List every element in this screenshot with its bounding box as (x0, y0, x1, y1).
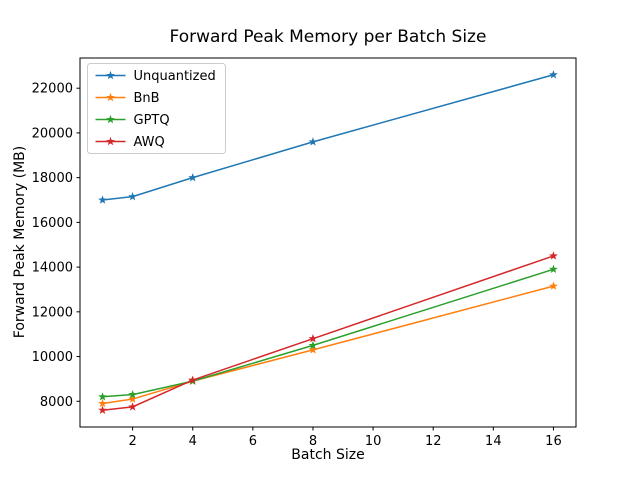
y-tick-label: 14000 (32, 261, 73, 276)
data-point-marker (308, 345, 318, 354)
y-tick-label: 8000 (40, 395, 73, 410)
data-point-marker (188, 375, 198, 384)
data-point-marker (128, 192, 137, 201)
series-Unquantized (98, 70, 558, 204)
data-point-marker (188, 173, 198, 182)
data-point-marker (308, 334, 318, 343)
legend-marker (106, 114, 115, 124)
data-point-marker (98, 195, 107, 204)
axes (79, 57, 577, 428)
legend: Unquantized BnB GPTQ AWQ (87, 63, 226, 154)
data-point-marker (549, 264, 558, 274)
data-point-marker (128, 402, 137, 411)
x-tick-label: 8 (309, 434, 317, 449)
x-tick-label: 16 (545, 434, 562, 449)
y-tick-label: 18000 (32, 171, 73, 186)
x-tick-label: 14 (485, 434, 502, 449)
y-tick-label: 22000 (32, 82, 73, 97)
legend-label: Unquantized (134, 69, 216, 84)
data-point-marker (98, 398, 107, 408)
y-tick-label: 10000 (32, 350, 73, 365)
data-point-marker (549, 70, 558, 79)
chart-title: Forward Peak Memory per Batch Size (169, 27, 487, 47)
legend-marker (106, 70, 115, 80)
data-point-marker (308, 137, 318, 146)
data-point-marker (98, 405, 107, 414)
legend-label: GPTQ (134, 113, 170, 128)
x-axis-label: Batch Size (291, 447, 365, 463)
x-axis-ticks: 2 4 6 8 10 12 14 16 (128, 427, 562, 449)
data-point-marker (549, 251, 558, 260)
data-point-marker (98, 392, 107, 401)
y-tick-label: 12000 (32, 305, 73, 320)
legend-marker (106, 136, 115, 146)
legend-marker (106, 92, 115, 102)
data-point-marker (308, 340, 318, 350)
series-GPTQ (98, 264, 558, 401)
x-tick-label: 6 (249, 434, 257, 449)
x-tick-label: 4 (189, 434, 197, 449)
x-tick-label: 2 (128, 434, 136, 449)
series-AWQ (98, 251, 558, 414)
data-point-marker (128, 394, 137, 403)
series-BnB (98, 281, 558, 408)
legend-label: BnB (134, 91, 160, 106)
data-point-marker (128, 389, 137, 399)
data-point-marker (549, 281, 558, 290)
y-tick-label: 20000 (32, 126, 73, 141)
legend-label: AWQ (134, 135, 165, 150)
y-tick-label: 16000 (32, 216, 73, 231)
y-axis-ticks: 8000 10000 12000 14000 16000 18000 20000 22000 (32, 82, 80, 410)
x-tick-label: 12 (425, 434, 442, 449)
x-tick-label: 10 (365, 434, 382, 449)
